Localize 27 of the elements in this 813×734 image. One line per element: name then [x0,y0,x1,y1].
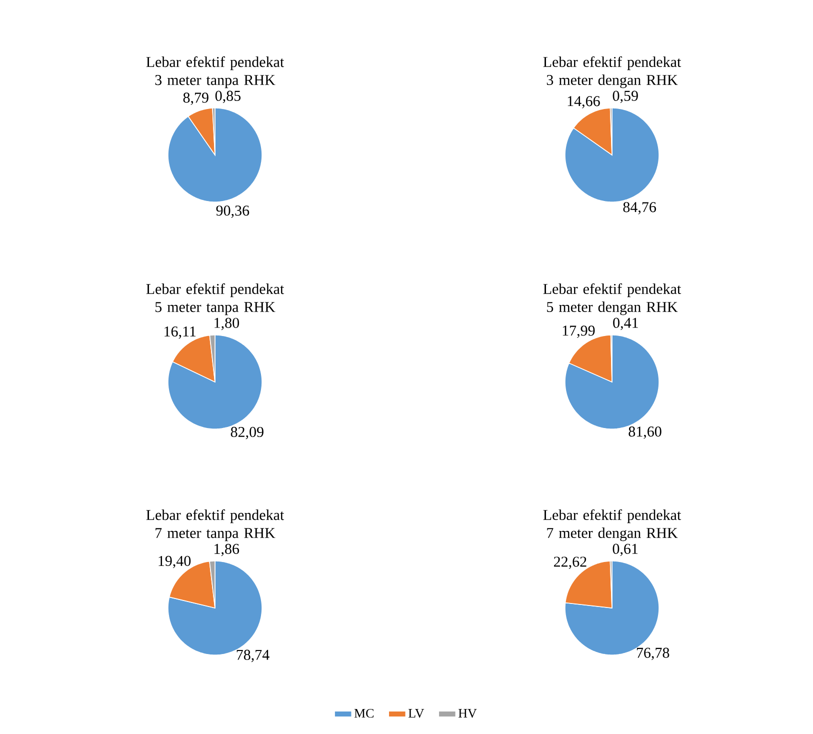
data-label: 90,36 [216,206,250,218]
data-label: 81,60 [628,426,662,439]
data-label: 17,99 [562,326,595,338]
data-label: 82,09 [230,426,264,440]
chart-title: Lebar efektif pendekat 7 meter dengan RHK [543,509,682,542]
data-label: 19,40 [158,556,191,568]
data-label: 14,66 [568,96,600,108]
data-label: 0,85 [215,90,241,104]
chart-title: Lebar efektif pendekat 3 meter tanpa RHK [146,56,284,88]
chart-title: Lebar efektif pendekat 7 meter tanpa RHK [146,509,284,542]
data-label: 0,41 [613,318,638,330]
legend-label: MC [354,708,374,718]
chart-title: Lebar efektif pendekat 3 meter dengan RHK [543,56,682,88]
chart-title: Lebar efektif pendekat 5 meter tanpa RHK [146,283,284,316]
data-label: 16,11 [164,326,196,339]
data-label: 84,76 [623,202,656,214]
legend-label: LV [408,708,424,718]
data-label: 0,61 [612,544,638,556]
legend-label: HV [458,708,477,718]
data-label: 78,74 [236,650,270,662]
data-label: 0,59 [612,90,638,104]
data-label: 76,78 [636,648,670,660]
data-label: 1,86 [214,544,240,556]
data-label: 1,80 [214,318,240,330]
data-label: 8,79 [183,92,208,105]
data-label: 22,62 [554,556,586,569]
chart-title: Lebar efektif pendekat 5 meter dengan RHK [543,283,682,316]
